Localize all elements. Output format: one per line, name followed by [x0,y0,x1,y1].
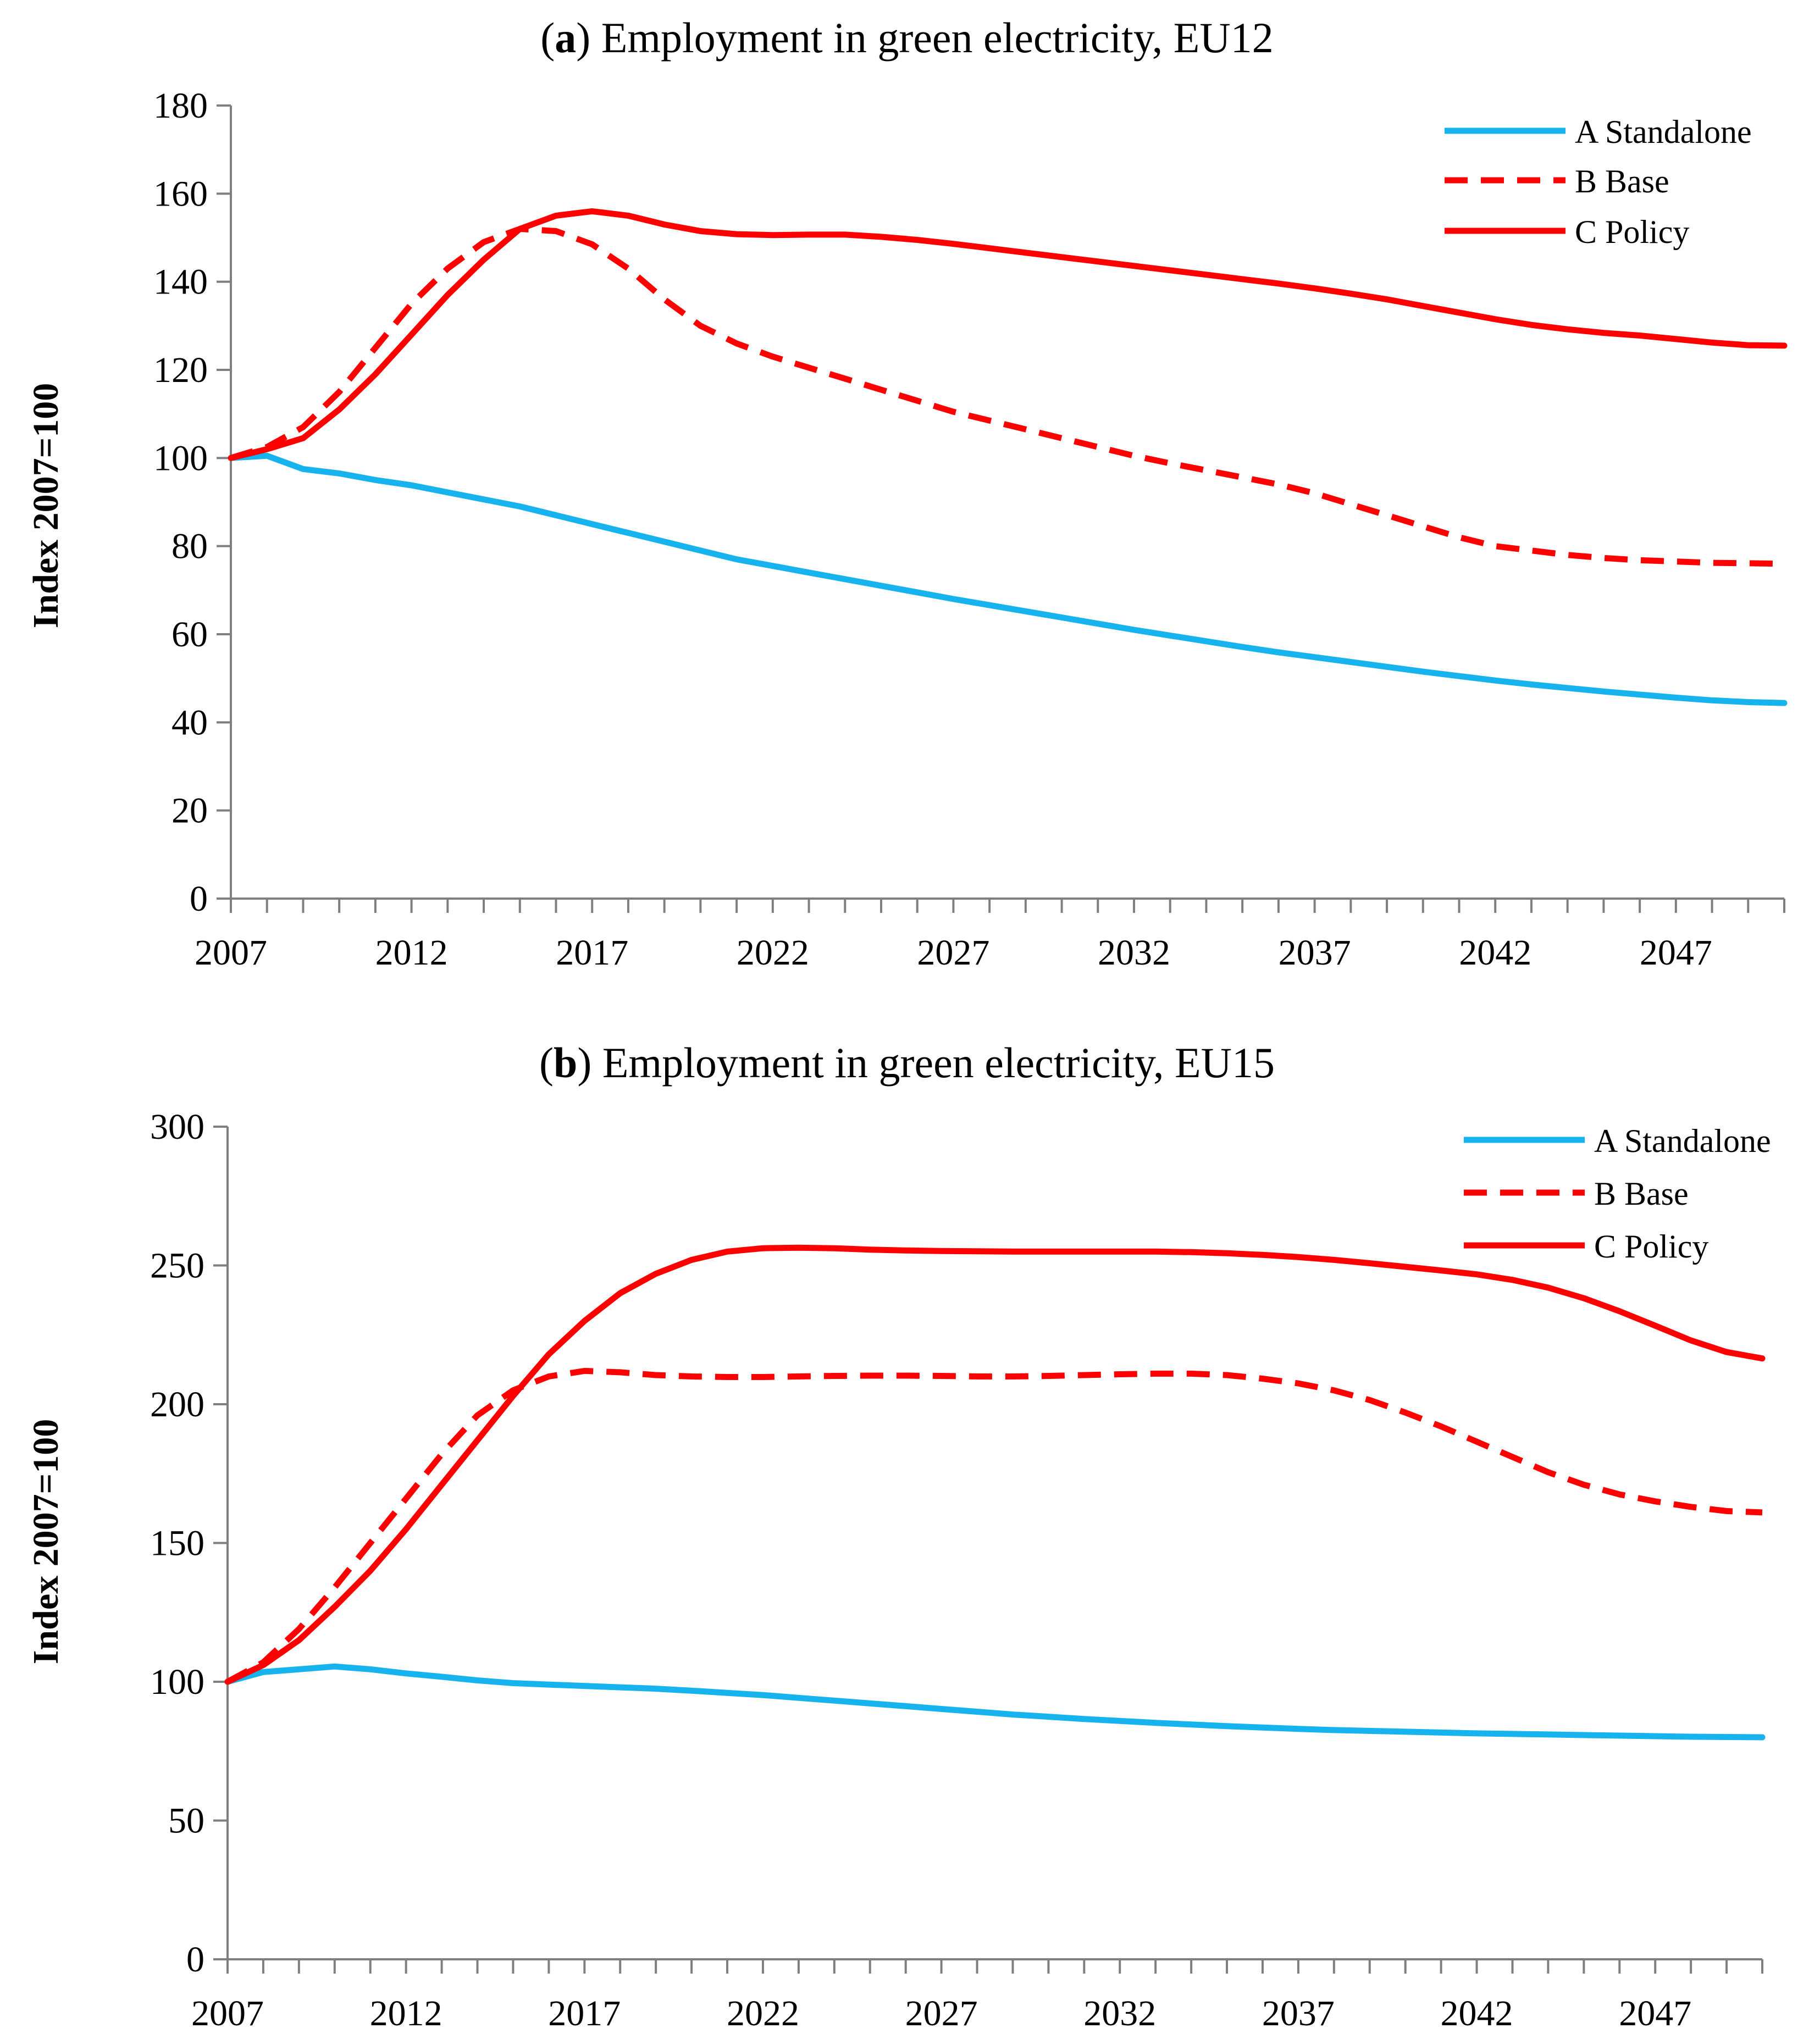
chart-a-x-tick-label: 2027 [917,933,989,973]
chart-a-ylabel: Index 2007=100 [26,383,66,629]
chart-panel-a: (a) Employment in green electricity, EU1… [26,14,1788,973]
chart-b-plot: 0 50 100 150 200 250 300 2007 2012 2017 2022 2027 20… [150,1107,1766,2034]
chart-a-x-tick-label: 2032 [1098,933,1170,973]
legend-a-base-label: B Base [1575,163,1669,200]
chart-a-y-tick-label: 100 [153,438,208,478]
chart-a-x-tick-label: 2007 [195,933,267,973]
chart-a-x-tick-label: 2037 [1279,933,1351,973]
legend-b-standalone-label: A Standalone [1594,1123,1771,1159]
legend-a-standalone-label: A Standalone [1575,114,1752,150]
chart-a-title-letter: a [555,14,576,62]
chart-b-y-tick-label: 50 [168,1801,204,1841]
chart-b-title-open: ( [539,1039,554,1087]
chart-b-title-letter: b [554,1039,577,1087]
chart-b-x-tick-label: 2037 [1262,1993,1335,2034]
chart-a-series-c-policy [228,208,1788,461]
chart-a-y-tick-label: 0 [190,879,208,919]
chart-b-y-tick-label: 0 [186,1940,204,1980]
chart-b-title-rest: ) Employment in green electricity, EU15 [577,1039,1275,1087]
chart-a-y-tick-label: 80 [172,527,208,567]
legend-b-base-label: B Base [1594,1176,1689,1212]
chart-a-x-tick-label: 2022 [737,933,809,973]
chart-b-x-tick-label: 2032 [1083,1993,1156,2034]
legend-a-policy-label: C Policy [1575,214,1689,250]
chart-b-y-tick-label: 150 [150,1523,204,1564]
chart-b-series-b-base [226,1367,1763,1685]
chart-b-y-tick-label: 300 [150,1107,204,1147]
chart-b-x-tick-label: 2027 [905,1993,978,2034]
chart-a-y-tick-label: 140 [153,262,208,302]
chart-b-x-tick-label: 2012 [370,1993,442,2034]
chart-b-legend: A Standalone B Base C Policy [1464,1123,1771,1265]
chart-a-title-open: ( [540,14,555,62]
chart-b-y-tick-label: 250 [150,1246,204,1286]
chart-a-series-b-base [230,226,1785,567]
chart-a-series-a-standalone [228,452,1788,706]
chart-b-x-tick-label: 2047 [1619,1993,1691,2034]
chart-b-x-tick-label: 2007 [191,1993,264,2034]
chart-b-series-c-policy [224,1244,1766,1685]
chart-a-title-rest: ) Employment in green electricity, EU12 [576,14,1274,62]
legend-b-policy-label: C Policy [1594,1228,1708,1265]
chart-a-x-tick-label: 2012 [375,933,448,973]
chart-b-y-tick-label: 200 [150,1384,204,1425]
chart-a-y-tick-label: 20 [172,791,208,831]
chart-a-y-tick-label: 40 [172,702,208,743]
chart-a-title: (a) Employment in green electricity, EU1… [540,14,1274,62]
chart-a-x-tick-label: 2042 [1459,933,1531,973]
chart-a-y-tick-label: 60 [172,614,208,655]
chart-a-legend: A Standalone B Base C Policy [1445,114,1752,250]
chart-b-series-a-standalone [224,1663,1766,1741]
chart-b-title: (b) Employment in green electricity, EU1… [539,1039,1275,1087]
chart-b-ylabel: Index 2007=100 [26,1419,66,1665]
chart-a-x-tick-label: 2017 [556,933,628,973]
chart-a-y-tick-label: 180 [153,86,208,126]
chart-b-x-tick-label: 2042 [1441,1993,1513,2034]
chart-a-x-tick-label: 2047 [1640,933,1712,973]
chart-b-x-tick-label: 2017 [548,1993,621,2034]
chart-panel-b: (b) Employment in green electricity, EU1… [26,1039,1771,2034]
chart-a-plot: 0 20 40 60 80 100 120 140 160 180 2007 2012 2017 2022… [153,86,1788,973]
chart-b-x-tick-label: 2022 [727,1993,799,2034]
chart-b-y-tick-label: 100 [150,1662,204,1702]
chart-a-y-tick-label: 160 [153,174,208,214]
chart-a-y-tick-label: 120 [153,350,208,390]
